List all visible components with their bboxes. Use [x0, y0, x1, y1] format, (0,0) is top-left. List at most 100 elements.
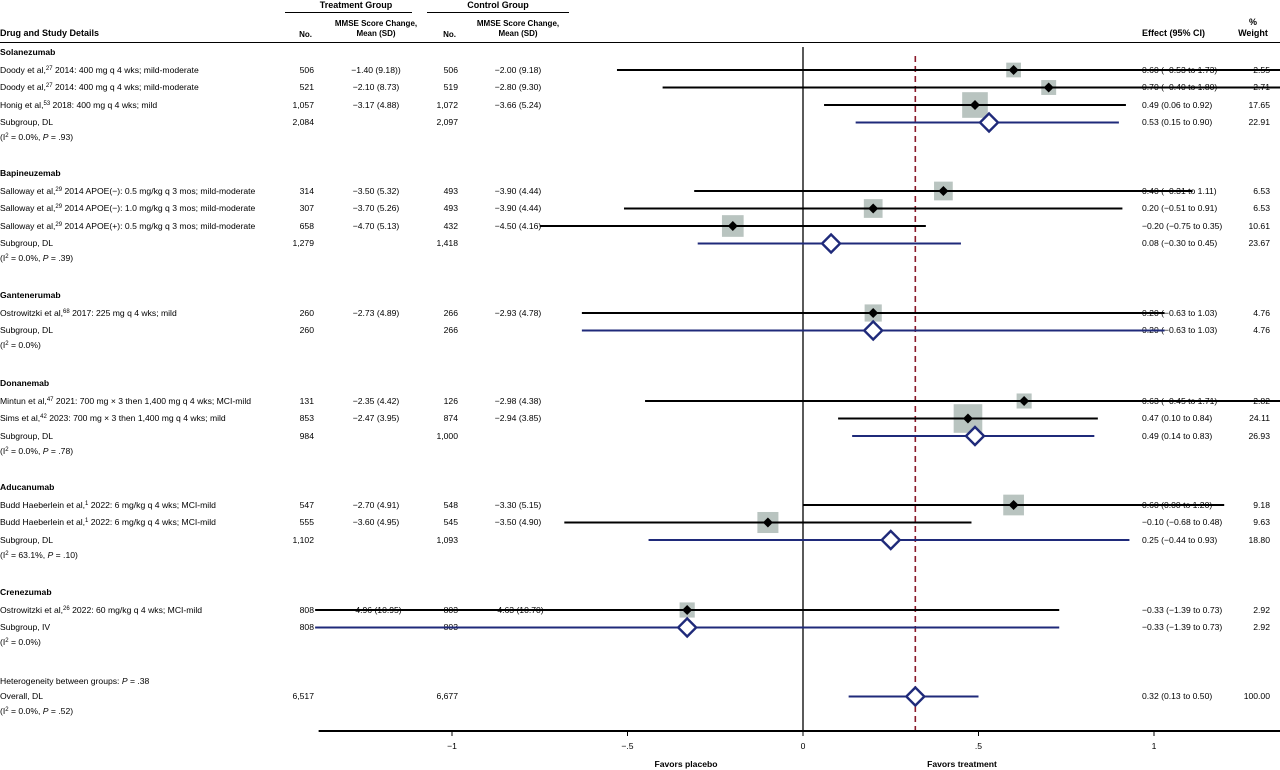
- overall-heterogeneity: (I2 = 0.0%, P = .52): [0, 706, 74, 716]
- study-control-n: 506: [443, 64, 458, 75]
- subgroup-effect-ci: −0.33 (−1.39 to 0.73): [1142, 622, 1223, 632]
- study-treatment-mean: −3.17 (4.88): [352, 99, 400, 110]
- study-weight: 17.65: [1248, 99, 1270, 110]
- subgroup-pooled-diamond: [676, 616, 698, 639]
- study-control-mean: −2.93 (4.78): [494, 307, 542, 318]
- control-mmse-header-line2: Mean (SD): [498, 29, 538, 38]
- study-point-estimate: [1008, 500, 1019, 510]
- subgroup-treatment-n: 808: [299, 622, 314, 632]
- study-label: Ostrowitzki et al,68 2017: 225 mg q 4 wk…: [0, 307, 177, 318]
- treatment-no-header: No.: [299, 30, 312, 39]
- study-control-mean: −2.98 (4.38): [494, 395, 542, 406]
- study-treatment-n: 555: [299, 517, 314, 527]
- drug-study-header: Drug and Study Details: [0, 28, 100, 38]
- study-control-mean: −2.94 (3.85): [494, 413, 542, 423]
- subgroup-weight: 26.93: [1248, 430, 1270, 441]
- control-mmse-header-line1: MMSE Score Change,: [476, 19, 560, 28]
- x-axis-tick-label: −.5: [621, 741, 634, 751]
- study-treatment-n: 131: [299, 395, 314, 406]
- group-name-crenezumab: Crenezumab: [0, 587, 52, 597]
- subgroup-control-n: 1,000: [436, 430, 458, 441]
- x-axis-tick-label: −1: [447, 741, 457, 751]
- subgroup-heterogeneity: (I2 = 0.0%, P = .78): [0, 445, 74, 456]
- study-weight: 6.53: [1253, 185, 1270, 196]
- study-effect-ci: 0.47 (0.10 to 0.84): [1142, 413, 1213, 423]
- subgroup-effect-ci: 0.08 (−0.30 to 0.45): [1142, 238, 1218, 248]
- study-effect-ci: −0.33 (−1.39 to 0.73): [1142, 604, 1223, 615]
- effect-header: Effect (95% CI): [1142, 28, 1206, 38]
- subgroup-control-n: 1,418: [436, 238, 458, 248]
- study-point-estimate: [1043, 82, 1054, 93]
- study-control-mean: −3.30 (5.15): [494, 499, 542, 510]
- group-name-donanemab: Donanemab: [0, 378, 50, 388]
- overall-pooled-diamond: [904, 685, 927, 708]
- subgroup-treatment-n: 1,279: [292, 238, 314, 248]
- subgroup-weight: 4.76: [1253, 325, 1270, 335]
- study-control-n: 519: [443, 82, 458, 92]
- subgroup-weight: 18.80: [1248, 534, 1270, 545]
- subgroup-weight: 22.91: [1248, 117, 1270, 127]
- study-control-n: 493: [443, 203, 458, 213]
- subgroup-label: Subgroup, DL: [0, 117, 54, 127]
- subgroup-treatment-n: 260: [299, 325, 314, 335]
- control-group-header: Control Group: [467, 0, 529, 10]
- study-point-estimate: [962, 413, 973, 424]
- study-label: Doody et al,27 2014: 400 mg q 4 wks; mil…: [0, 82, 199, 92]
- study-point-estimate: [868, 203, 879, 214]
- subgroup-heterogeneity: (I2 = 63.1%, P = .10): [0, 549, 78, 560]
- favors-placebo-label: Favors placebo: [654, 759, 718, 769]
- study-label: Sims et al,42 2023: 700 mg × 3 then 1,40…: [0, 413, 226, 423]
- study-label: Doody et al,27 2014: 400 mg q 4 wks; mil…: [0, 64, 199, 75]
- subgroup-label: Subgroup, DL: [0, 238, 54, 248]
- x-axis-tick-label: 1: [1151, 741, 1157, 751]
- subgroup-pooled-diamond: [964, 425, 986, 447]
- study-treatment-n: 521: [299, 82, 314, 92]
- study-control-mean: −2.80 (9.30): [494, 82, 542, 92]
- study-label: Salloway et al,29 2014 APOE(−): 1.0 mg/k…: [0, 203, 256, 213]
- study-treatment-mean: −2.35 (4.42): [352, 395, 400, 406]
- study-control-n: 266: [443, 307, 458, 318]
- study-control-n: 126: [443, 395, 458, 406]
- study-weight: 24.11: [1249, 413, 1270, 423]
- header-bottom-rule: [0, 42, 1280, 43]
- study-treatment-mean: −3.70 (5.26): [352, 203, 400, 213]
- study-control-mean: −2.00 (9.18): [494, 64, 542, 75]
- study-control-n: 493: [443, 185, 458, 196]
- subgroup-effect-ci: 0.49 (0.14 to 0.83): [1142, 430, 1213, 441]
- study-treatment-mean: −3.50 (5.32): [352, 185, 400, 196]
- study-treatment-n: 547: [299, 499, 314, 510]
- group-name-solanezumab: Solanezumab: [0, 47, 56, 57]
- study-control-mean: −3.90 (4.44): [494, 203, 542, 213]
- study-control-mean: −4.50 (4.16): [494, 220, 542, 231]
- study-point-estimate: [727, 221, 738, 231]
- group-name-bapineuzemab: Bapineuzemab: [0, 168, 61, 178]
- subgroup-label: Subgroup, DL: [0, 325, 54, 335]
- study-treatment-n: 307: [299, 203, 314, 213]
- study-label: Budd Haeberlein et al,1 2022: 6 mg/kg q …: [0, 499, 216, 510]
- study-control-n: 545: [443, 517, 458, 527]
- study-effect-ci: 0.49 (0.06 to 0.92): [1142, 99, 1213, 110]
- study-treatment-n: 260: [299, 307, 314, 318]
- overall-effect-ci: 0.32 (0.13 to 0.50): [1142, 691, 1213, 701]
- subgroup-effect-ci: 0.53 (0.15 to 0.90): [1142, 117, 1213, 127]
- study-treatment-mean: −2.73 (4.89): [352, 307, 400, 318]
- study-treatment-n: 314: [299, 185, 314, 196]
- control-header-rule: [427, 12, 569, 13]
- group-name-gantenerumab: Gantenerumab: [0, 290, 61, 300]
- overall-treatment-n: 6,517: [292, 691, 314, 701]
- study-treatment-mean: −2.10 (8.73): [352, 82, 400, 92]
- subgroup-effect-ci: 0.25 (−0.44 to 0.93): [1142, 534, 1218, 545]
- study-control-mean: −3.90 (4.44): [494, 185, 542, 196]
- overall-weight: 100.00: [1243, 691, 1270, 701]
- subgroup-heterogeneity: (I2 = 0.0%): [0, 340, 41, 350]
- study-treatment-n: 853: [299, 413, 314, 423]
- x-axis-tick-label: .5: [974, 741, 983, 751]
- study-label: Mintun et al,47 2021: 700 mg × 3 then 1,…: [0, 395, 252, 406]
- study-label: Budd Haeberlein et al,1 2022: 6 mg/kg q …: [0, 517, 216, 527]
- subgroup-pooled-diamond: [880, 529, 902, 551]
- treatment-mmse-header-line1: MMSE Score Change,: [334, 19, 418, 28]
- overall-label: Overall, DL: [0, 691, 43, 701]
- study-label: Salloway et al,29 2014 APOE(+): 0.5 mg/k…: [0, 220, 256, 231]
- study-effect-ci: −0.10 (−0.68 to 0.48): [1142, 517, 1223, 527]
